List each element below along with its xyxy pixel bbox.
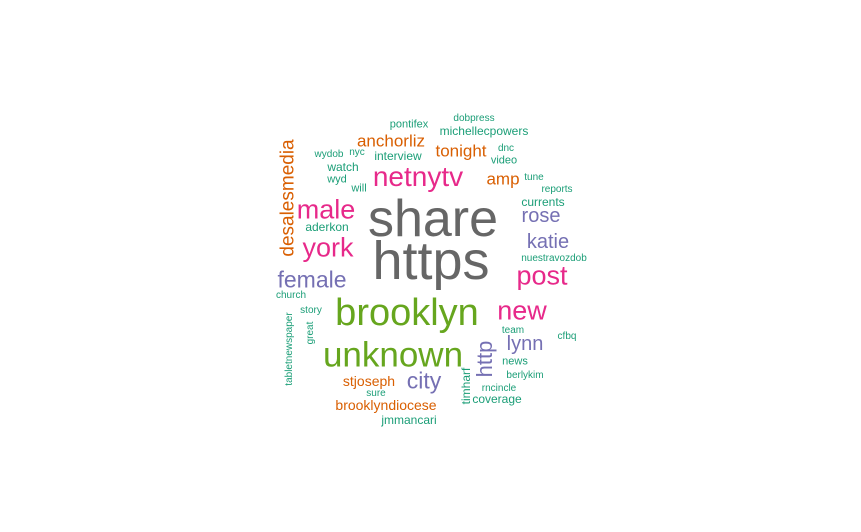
word-team: team [501, 325, 525, 336]
word-post: post [516, 260, 568, 291]
word-currents: currents [521, 195, 565, 209]
word-interview: interview [374, 149, 422, 163]
word-church: church [275, 290, 307, 301]
word-city: city [406, 367, 442, 394]
word-katie: katie [526, 231, 570, 253]
word-great: great [305, 321, 316, 345]
word-michellecpowers: michellecpowers [439, 124, 529, 138]
word-https: https [372, 231, 490, 291]
word-video: video [490, 154, 518, 167]
word-male: male [296, 194, 356, 225]
word-stjoseph: stjoseph [342, 373, 396, 389]
word-tabletnewspaper: tabletnewspaper [284, 312, 295, 386]
word-reports: reports [541, 184, 573, 195]
word-nuestravozdob: nuestravozdob [521, 253, 587, 264]
word-share: share [367, 190, 499, 248]
word-desalesmedia: desalesmedia [277, 139, 299, 257]
word-unknown: unknown [322, 335, 464, 375]
word-rose: rose [521, 205, 561, 227]
word-http: http [472, 340, 497, 378]
word-anchorliz: anchorliz [356, 131, 426, 151]
word-berlykim: berlykim [506, 370, 544, 381]
word-aderkon: aderkon [305, 220, 349, 234]
word-pontifex: pontifex [389, 118, 429, 131]
word-news: news [502, 355, 528, 368]
word-lynn: lynn [506, 333, 544, 355]
word-tonight: tonight [435, 141, 487, 161]
word-dnc: dnc [497, 143, 515, 154]
word-nyc: nyc [349, 147, 365, 158]
word-brooklyndiocese: brooklyndiocese [335, 397, 437, 413]
word-jmmancari: jmmancari [381, 413, 437, 427]
word-story: story [300, 305, 322, 316]
word-rncincle: rncincle [481, 383, 517, 394]
word-will: will [351, 182, 367, 195]
word-amp: amp [486, 169, 520, 189]
word-brooklyn: brooklyn [335, 292, 479, 334]
word-new: new [497, 295, 547, 326]
word-tune: tune [524, 172, 544, 183]
word-wyd: wyd [327, 173, 347, 186]
word-sure: sure [366, 388, 386, 399]
word-dobpress: dobpress [453, 113, 495, 124]
word-wydob: wydob [314, 149, 344, 160]
word-watch: watch [327, 160, 359, 174]
word-york: york [302, 232, 354, 263]
word-cfbq: cfbq [557, 331, 577, 342]
word-coverage: coverage [472, 392, 522, 406]
word-female: female [277, 266, 347, 293]
word-netnytv: netnytv [372, 161, 464, 192]
word-timharf: timharf [459, 367, 473, 405]
